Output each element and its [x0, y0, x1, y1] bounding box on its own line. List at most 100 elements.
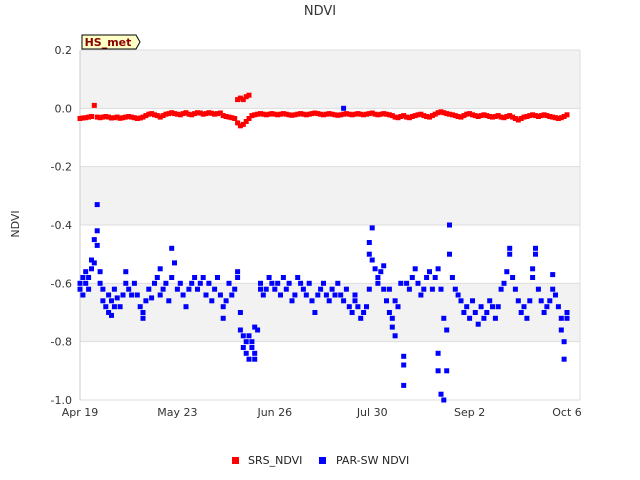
- point-srs-ndvi: [163, 111, 169, 117]
- y-tick-label: -0.2: [51, 161, 72, 174]
- point-srs-ndvi: [409, 114, 415, 119]
- point-par-sw-ndvi: [378, 269, 384, 275]
- point-par-sw-ndvi: [278, 292, 283, 298]
- point-par-sw-ndvi: [298, 280, 304, 286]
- point-par-sw-ndvi: [243, 339, 249, 345]
- point-srs-ndvi: [475, 114, 481, 119]
- point-par-sw-ndvi: [341, 105, 347, 111]
- point-srs-ndvi: [481, 112, 487, 118]
- point-srs-ndvi: [180, 111, 186, 117]
- point-srs-ndvi: [441, 110, 447, 116]
- point-srs-ndvi: [558, 115, 564, 121]
- point-par-sw-ndvi: [146, 286, 152, 292]
- point-srs-ndvi: [449, 112, 455, 118]
- point-par-sw-ndvi: [398, 280, 404, 286]
- point-par-sw-ndvi: [283, 286, 289, 292]
- point-par-sw-ndvi: [335, 280, 341, 286]
- point-srs-ndvi: [240, 97, 246, 103]
- point-srs-ndvi: [120, 115, 126, 121]
- point-par-sw-ndvi: [341, 298, 347, 304]
- point-srs-ndvi: [240, 121, 246, 127]
- point-srs-ndvi: [406, 115, 412, 121]
- point-par-sw-ndvi: [352, 298, 358, 304]
- point-par-sw-ndvi: [177, 280, 183, 286]
- point-par-sw-ndvi: [109, 312, 114, 318]
- point-srs-ndvi: [217, 110, 223, 116]
- point-par-sw-ndvi: [77, 286, 83, 292]
- point-par-sw-ndvi: [77, 280, 83, 286]
- point-par-sw-ndvi: [449, 275, 455, 280]
- point-par-sw-ndvi: [372, 266, 378, 272]
- point-par-sw-ndvi: [109, 298, 114, 304]
- point-srs-ndvi: [300, 111, 306, 117]
- point-par-sw-ndvi: [292, 292, 298, 298]
- point-par-sw-ndvi: [80, 275, 86, 280]
- point-par-sw-ndvi: [83, 280, 89, 286]
- point-par-sw-ndvi: [412, 266, 418, 272]
- point-par-sw-ndvi: [200, 275, 206, 280]
- point-srs-ndvi: [298, 111, 304, 117]
- point-srs-ndvi: [343, 111, 349, 117]
- point-srs-ndvi: [266, 111, 272, 117]
- point-srs-ndvi: [312, 110, 318, 116]
- point-srs-ndvi: [332, 112, 338, 118]
- point-par-sw-ndvi: [203, 292, 209, 298]
- point-par-sw-ndvi: [512, 286, 518, 292]
- point-srs-ndvi: [544, 113, 550, 119]
- point-srs-ndvi: [97, 115, 103, 121]
- point-par-sw-ndvi: [212, 286, 218, 292]
- point-srs-ndvi: [275, 112, 281, 118]
- point-par-sw-ndvi: [452, 286, 458, 292]
- point-srs-ndvi: [461, 113, 467, 119]
- point-par-sw-ndvi: [143, 298, 149, 304]
- point-srs-ndvi: [237, 95, 243, 101]
- point-par-sw-ndvi: [209, 298, 215, 304]
- point-srs-ndvi: [510, 114, 516, 120]
- point-srs-ndvi: [335, 112, 341, 118]
- point-par-sw-ndvi: [114, 295, 120, 301]
- point-par-sw-ndvi: [366, 286, 372, 292]
- point-par-sw-ndvi: [215, 275, 220, 280]
- y-tick-label: -0.6: [51, 277, 72, 290]
- point-par-sw-ndvi: [172, 260, 177, 266]
- point-par-sw-ndvi: [286, 280, 292, 286]
- point-srs-ndvi: [295, 111, 301, 117]
- point-par-sw-ndvi: [435, 368, 441, 374]
- point-srs-ndvi: [323, 111, 329, 117]
- point-par-sw-ndvi: [401, 382, 407, 388]
- point-srs-ndvi: [209, 110, 215, 116]
- y-tick-label: -0.4: [51, 219, 72, 232]
- point-srs-ndvi: [243, 94, 249, 100]
- point-par-sw-ndvi: [140, 310, 146, 315]
- point-par-sw-ndvi: [521, 304, 527, 310]
- site-badge-text: HS_met: [85, 36, 132, 49]
- site-badge: HS_met: [81, 34, 141, 50]
- point-par-sw-ndvi: [321, 280, 326, 286]
- point-srs-ndvi: [183, 110, 189, 116]
- point-srs-ndvi: [432, 111, 438, 117]
- point-srs-ndvi: [533, 113, 538, 119]
- point-par-sw-ndvi: [89, 266, 94, 272]
- point-par-sw-ndvi: [111, 304, 117, 310]
- x-tick-label: Sep 2: [454, 406, 485, 419]
- point-par-sw-ndvi: [240, 333, 246, 339]
- point-par-sw-ndvi: [515, 298, 521, 304]
- point-par-sw-ndvi: [510, 275, 516, 280]
- point-srs-ndvi: [455, 114, 461, 119]
- point-srs-ndvi: [518, 116, 524, 121]
- point-srs-ndvi: [246, 116, 252, 121]
- point-srs-ndvi: [246, 92, 252, 98]
- x-tick-label: Jun 26: [256, 406, 292, 419]
- legend: SRS_NDVI PAR-SW NDVI: [232, 454, 409, 467]
- point-par-sw-ndvi: [86, 286, 92, 292]
- point-par-sw-ndvi: [481, 315, 487, 321]
- point-par-sw-ndvi: [260, 292, 266, 298]
- point-par-sw-ndvi: [249, 339, 255, 345]
- point-srs-ndvi: [404, 114, 410, 120]
- point-par-sw-ndvi: [232, 286, 238, 292]
- point-par-sw-ndvi: [447, 222, 452, 228]
- point-srs-ndvi: [427, 114, 432, 120]
- point-par-sw-ndvi: [332, 292, 338, 298]
- point-par-sw-ndvi: [355, 304, 361, 310]
- point-par-sw-ndvi: [169, 275, 175, 280]
